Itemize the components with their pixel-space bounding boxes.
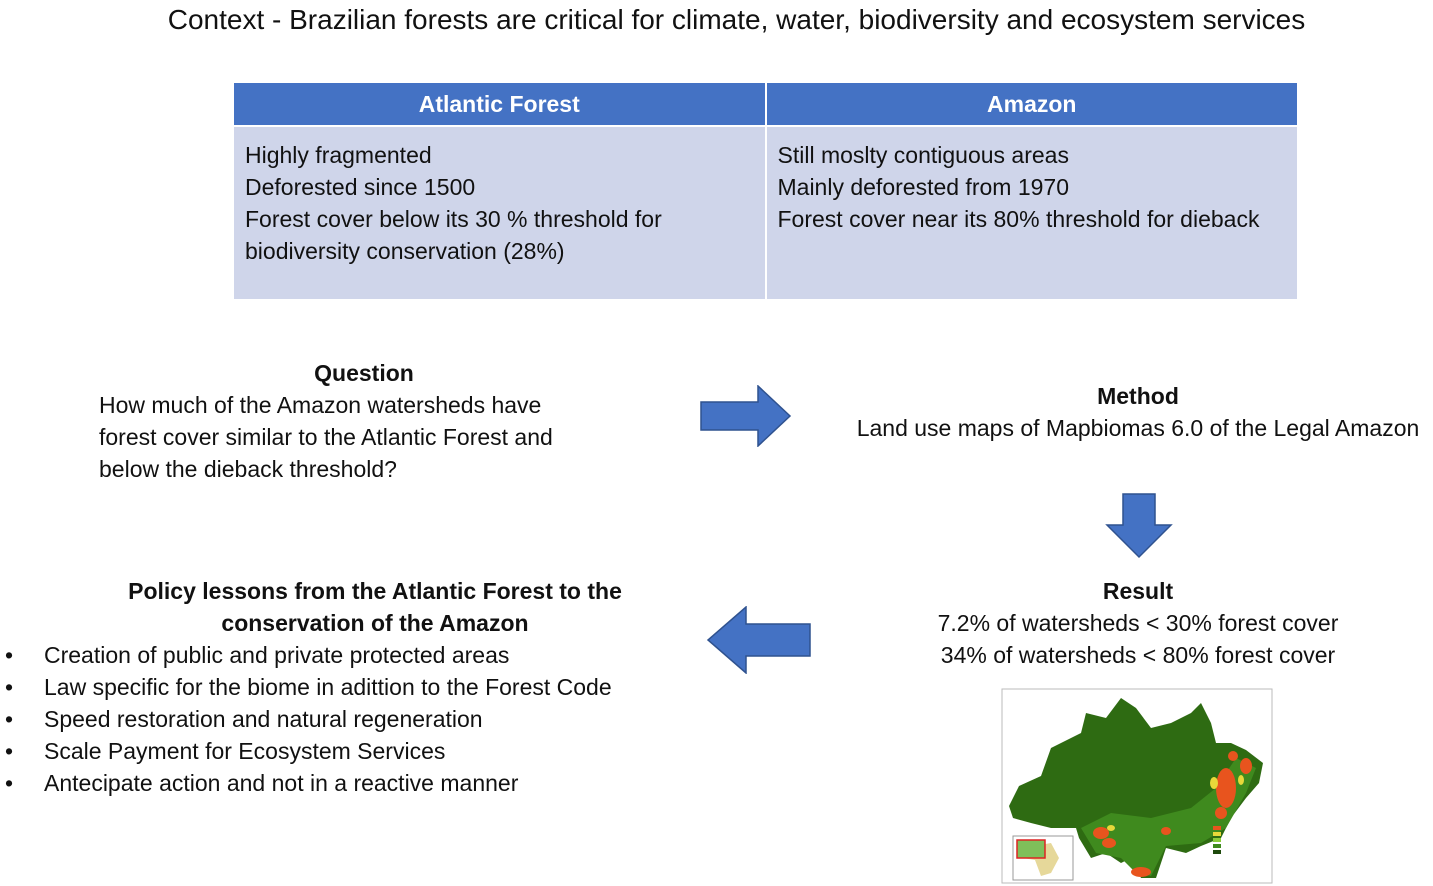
amazon-point: Forest cover near its 80% threshold for … <box>777 206 1260 232</box>
amazon-cell: Still moslty contiguous areas Mainly def… <box>764 125 1299 301</box>
policy-item: Antecipate action and not in a reactive … <box>3 767 700 799</box>
header-amazon: Amazon <box>764 81 1299 127</box>
arrow-right-icon <box>700 385 792 447</box>
amazon-point: Mainly deforested from 1970 <box>777 174 1070 200</box>
policy-title: Policy lessons from the Atlantic Forest … <box>128 578 622 636</box>
result-line: 34% of watersheds < 80% forest cover <box>940 642 1336 668</box>
atlantic-cell: Highly fragmented Deforested since 1500 … <box>232 125 767 301</box>
atlantic-point: Forest cover below its 30 % threshold fo… <box>245 206 662 264</box>
question-block: Question How much of the Amazon watershe… <box>99 357 599 485</box>
context-title: Context - Brazilian forests are critical… <box>150 2 1323 38</box>
policy-item: Scale Payment for Ecosystem Services <box>3 735 700 767</box>
context-text: - Brazilian forests are critical for cli… <box>264 4 1306 35</box>
map-deforested-patches <box>1093 751 1252 877</box>
question-title: Question <box>314 360 414 386</box>
policy-block: Policy lessons from the Atlantic Forest … <box>0 575 700 799</box>
method-block: Method Land use maps of Mapbiomas 6.0 of… <box>840 380 1433 444</box>
policy-item: Law specific for the biome in adittion t… <box>3 671 700 703</box>
question-text: How much of the Amazon watersheds have f… <box>99 392 553 482</box>
arrow-left-icon <box>706 606 811 674</box>
result-line: 7.2% of watersheds < 30% forest cover <box>937 610 1339 636</box>
context-lead: Context <box>167 4 265 35</box>
map-transition-patches <box>1107 775 1244 831</box>
method-text: Land use maps of Mapbiomas 6.0 of the Le… <box>856 415 1420 441</box>
atlantic-point: Highly fragmented <box>245 142 432 168</box>
forest-cover-map <box>1001 688 1273 884</box>
arrow-down-icon <box>1105 493 1173 559</box>
method-title: Method <box>1097 383 1179 409</box>
header-atlantic-forest: Atlantic Forest <box>232 81 767 127</box>
policy-item: Speed restoration and natural regenerati… <box>3 703 700 735</box>
comparison-table: Atlantic Forest Amazon Highly fragmented… <box>232 81 1299 301</box>
result-title: Result <box>1102 578 1174 604</box>
atlantic-point: Deforested since 1500 <box>245 174 476 200</box>
amazon-point: Still moslty contiguous areas <box>777 142 1069 168</box>
policy-list: Creation of public and private protected… <box>3 639 700 799</box>
result-block: Result 7.2% of watersheds < 30% forest c… <box>880 575 1396 671</box>
map-region <box>1081 758 1256 876</box>
policy-item: Creation of public and private protected… <box>3 639 700 671</box>
map-legend <box>1213 826 1221 854</box>
